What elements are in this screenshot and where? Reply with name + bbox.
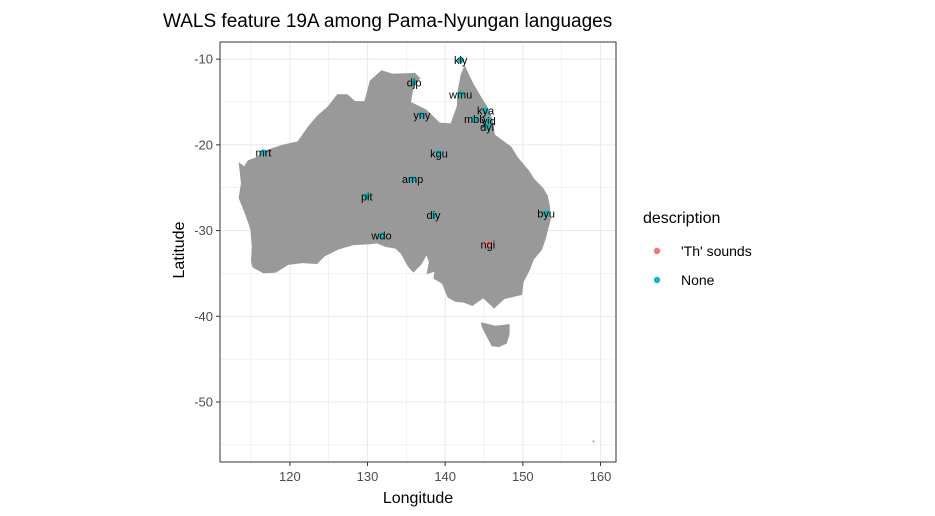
data-point-dyi [483,123,491,131]
data-point-yny [418,111,426,119]
y-tick-label: -40 [194,309,213,324]
x-tick-label: 130 [357,469,379,484]
data-point-wdo [378,232,385,239]
point-label-yny: yny [413,110,431,122]
tasmania-shape [480,322,510,348]
data-point-byu [542,210,550,217]
y-tick-label: -30 [194,223,213,238]
point-label-kya: kya [477,106,495,118]
legend-key [653,247,661,255]
point-label-pit: pit [361,191,373,203]
legend: description 'Th' sounds None [643,210,752,288]
legend-key [653,276,661,284]
legend-label: 'Th' sounds [681,243,752,259]
x-tick-label: 140 [434,469,456,484]
point-label-kly: kly [454,55,468,67]
data-point-kly [457,56,464,64]
data-point-kgu [435,150,443,157]
legend-label: None [681,272,715,288]
australia-landmass [238,65,595,443]
point-label-diy: diy [426,210,441,222]
point-label-kgu: kgu [430,148,448,160]
data-point-yid [485,117,492,125]
point-label-ngi: ngi [481,239,496,251]
point-label-mrt: mrt [256,148,272,160]
x-tick-label: 120 [279,469,301,484]
x-tick-label: 160 [590,469,612,484]
y-axis: -10 -20 -30 -40 -50 [194,52,220,410]
data-point-mrt [260,149,267,156]
x-tick-label: 150 [512,469,534,484]
data-point-amp [409,175,416,183]
y-tick-label: -20 [194,137,213,152]
data-point-diy [430,211,437,219]
data-point-djp [410,79,418,86]
point-label-amp: amp [402,174,423,186]
data-point-kya [482,107,489,114]
data-point-wmu [457,91,464,98]
point-label-djp: djp [407,77,422,89]
y-tick-label: -50 [194,395,213,410]
chart-title: WALS feature 19A among Pama-Nyungan lang… [163,11,612,32]
x-axis-title: Longitude [383,490,453,507]
point-label-mbb: mbb [464,114,485,126]
mainland-shape [238,65,551,309]
y-axis-title: Latitude [171,221,188,278]
data-point-pit [363,193,370,200]
point-label-wmu: wmu [448,89,472,101]
data-point-mbb [471,115,478,123]
panel-border [219,41,617,463]
island-shape [592,440,595,443]
legend-title: description [643,210,720,227]
point-label-wdo: wdo [370,231,391,243]
point-label-byu: byu [537,208,555,220]
x-axis: 120 130 140 150 160 [279,462,611,484]
data-point-ngi [484,241,492,248]
point-label-dyi: dyi [480,122,494,134]
y-tick-label: -10 [194,52,213,67]
